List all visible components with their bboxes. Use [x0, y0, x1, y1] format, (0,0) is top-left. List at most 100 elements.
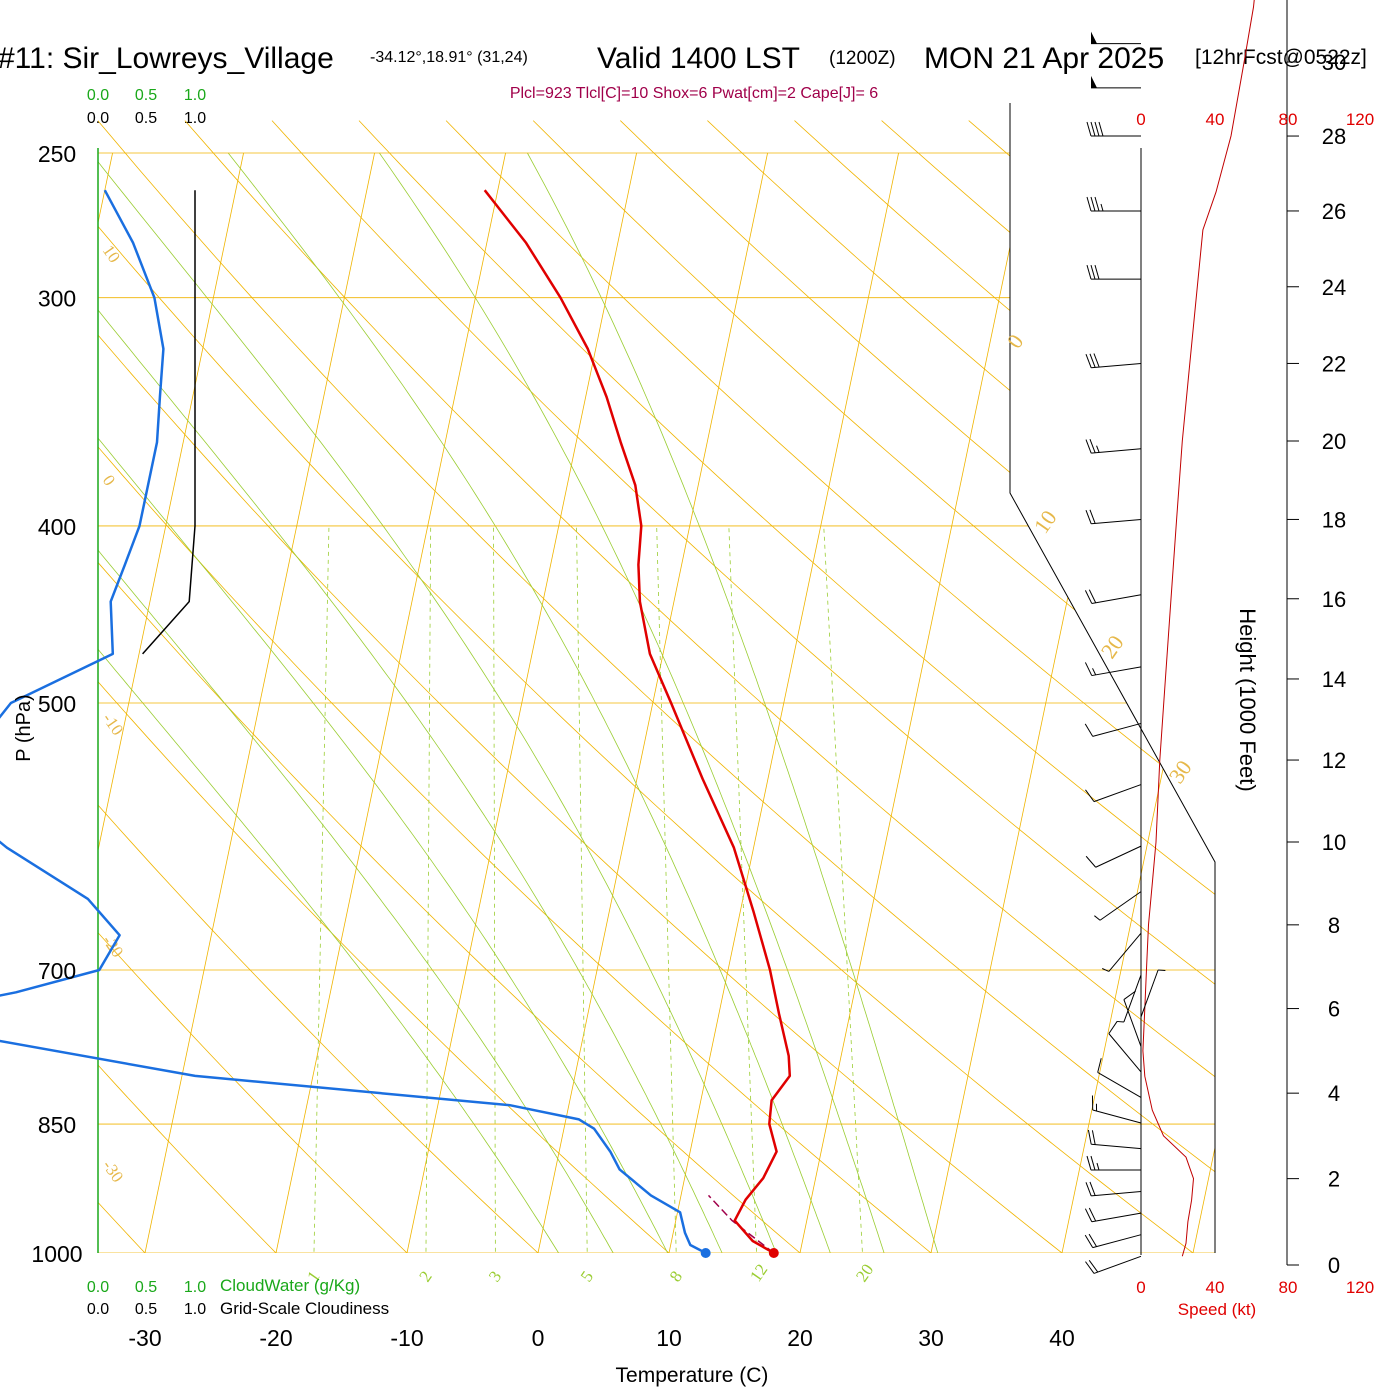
- barb-full: [1087, 1129, 1092, 1145]
- wind-barb: [1102, 932, 1142, 972]
- barb-full: [1086, 265, 1092, 280]
- top-cloudwater-scale: 0.0 0.5 1.0: [87, 87, 206, 104]
- barb-full: [1089, 509, 1096, 524]
- wind-barb: [1084, 722, 1142, 737]
- moist-adiabat-line: [227, 152, 845, 1253]
- wind-barb: [1084, 662, 1142, 677]
- speed-tick-top: 120: [1346, 110, 1374, 129]
- bottom-cloudwater-scale: 0.0 0.5 1.0 CloudWater (g/Kg): [87, 1276, 360, 1296]
- zulu-time: (1200Z): [829, 48, 896, 69]
- barb-staff: [1123, 999, 1142, 1047]
- dry-adiabat-line: [98, 120, 1215, 1253]
- barb-full: [1085, 1261, 1095, 1274]
- top-green-tick-2: 1.0: [184, 87, 206, 104]
- temperature-ticks: -30 -20 -10 0 10 20 30 40: [128, 1325, 1074, 1351]
- barb-staff: [1091, 518, 1142, 525]
- wind-barbs: [1084, 31, 1166, 1274]
- dry-adiabat-line: [98, 120, 1112, 1253]
- speed-axis-title: Speed (kt): [1178, 1300, 1256, 1319]
- moist-adiabat-line: [379, 152, 898, 1253]
- wind-barb: [1086, 1155, 1141, 1171]
- temperature-line: [483, 189, 792, 1255]
- barb-staff: [1092, 1109, 1142, 1124]
- wind-barb: [1085, 1181, 1142, 1197]
- surface-temperature-dot: [768, 1248, 779, 1258]
- wind-barb: [1091, 75, 1141, 89]
- dry-adiabat-line: [98, 120, 1215, 1253]
- dry-adiabat-line: [184, 120, 1215, 1253]
- speed-tick-top: 40: [1206, 110, 1225, 129]
- dry-adiabat-line: [98, 120, 979, 1253]
- barb-full: [1089, 1181, 1096, 1196]
- barb-staff: [1091, 1143, 1142, 1150]
- pressure-tick-label: 700: [38, 958, 76, 984]
- wind-barb: [1116, 974, 1142, 1023]
- barb-full: [1088, 1233, 1097, 1247]
- barb-staff: [1091, 594, 1142, 604]
- wind-barb: [1094, 891, 1142, 921]
- wind-barb: [1108, 1021, 1142, 1073]
- bottom-green-tick-0: 0.0: [87, 1279, 109, 1296]
- height-tick-label: 12: [1322, 748, 1346, 773]
- speed-tick-top: 0: [1136, 110, 1145, 129]
- barb-full: [1085, 789, 1095, 802]
- wind-barb: [1091, 1095, 1142, 1124]
- wind-speed-profile: [1142, 0, 1255, 1257]
- pressure-tick-label: 400: [38, 514, 76, 540]
- height-tick-label: 20: [1322, 429, 1346, 454]
- wind-barb: [1140, 969, 1166, 1018]
- barb-staff: [1092, 1234, 1142, 1249]
- wind-barb: [1085, 439, 1142, 454]
- wind-barb: [1087, 1129, 1142, 1150]
- barb-full: [1094, 121, 1100, 137]
- wind-barb: [1086, 265, 1141, 280]
- barb-staff: [1091, 362, 1142, 369]
- barb-half: [1102, 968, 1110, 972]
- wind-barb: [1091, 31, 1141, 45]
- temperature-tick-label: 10: [656, 1325, 682, 1351]
- surface-dewpoint-dot: [700, 1248, 711, 1258]
- bottom-black-tick-2: 1.0: [184, 1301, 206, 1318]
- cloudwater-label: CloudWater (g/Kg): [220, 1276, 360, 1295]
- pressure-tick-label: 250: [38, 141, 76, 167]
- barb-staff: [1095, 845, 1142, 868]
- y-axis-title: P (hPa): [13, 694, 35, 761]
- dry-adiabat-line: [98, 120, 448, 1253]
- wind-barb: [1085, 845, 1142, 868]
- height-tick-label: 0: [1328, 1253, 1340, 1278]
- barb-half: [1116, 1020, 1124, 1023]
- speed-tick-bottom: 120: [1346, 1278, 1374, 1297]
- wind-barb: [1086, 196, 1141, 212]
- barb-staff: [1091, 448, 1142, 454]
- parcel-line: [707, 1194, 775, 1254]
- top-black-tick-1: 0.5: [135, 110, 157, 127]
- moist-adiabat-line: [98, 152, 636, 1253]
- height-tick-label: 2: [1328, 1167, 1340, 1192]
- barb-full: [1084, 1234, 1094, 1248]
- barb-full: [1085, 855, 1097, 868]
- height-tick-label: 28: [1322, 124, 1346, 149]
- height-tick-label: 4: [1328, 1081, 1340, 1106]
- barb-full: [1094, 265, 1100, 280]
- bottom-green-tick-1: 0.5: [135, 1279, 157, 1296]
- dry-adiabat-line: [532, 120, 1215, 1253]
- barb-staff: [1099, 891, 1142, 921]
- temperature-tick-label: -20: [259, 1325, 292, 1351]
- temperature-tick-label: -30: [128, 1325, 161, 1351]
- wind-barb: [1086, 121, 1141, 137]
- moist-adiabat-line: [98, 152, 688, 1253]
- barb-staff: [1108, 932, 1142, 972]
- top-cloudiness-scale: 0.0 0.5 1.0: [87, 110, 206, 127]
- barb-full: [1094, 196, 1100, 212]
- barb-staff: [1091, 1191, 1142, 1197]
- moist-adiabat-line: [98, 152, 583, 1253]
- barb-staff: [1092, 722, 1142, 737]
- top-green-tick-0: 0.0: [87, 87, 109, 104]
- height-tick-label: 14: [1322, 667, 1346, 692]
- wind-barb: [1085, 353, 1142, 369]
- dry-adiabat-line: [98, 120, 315, 1253]
- bottom-green-tick-2: 1.0: [184, 1279, 206, 1296]
- barb-full: [1088, 589, 1097, 603]
